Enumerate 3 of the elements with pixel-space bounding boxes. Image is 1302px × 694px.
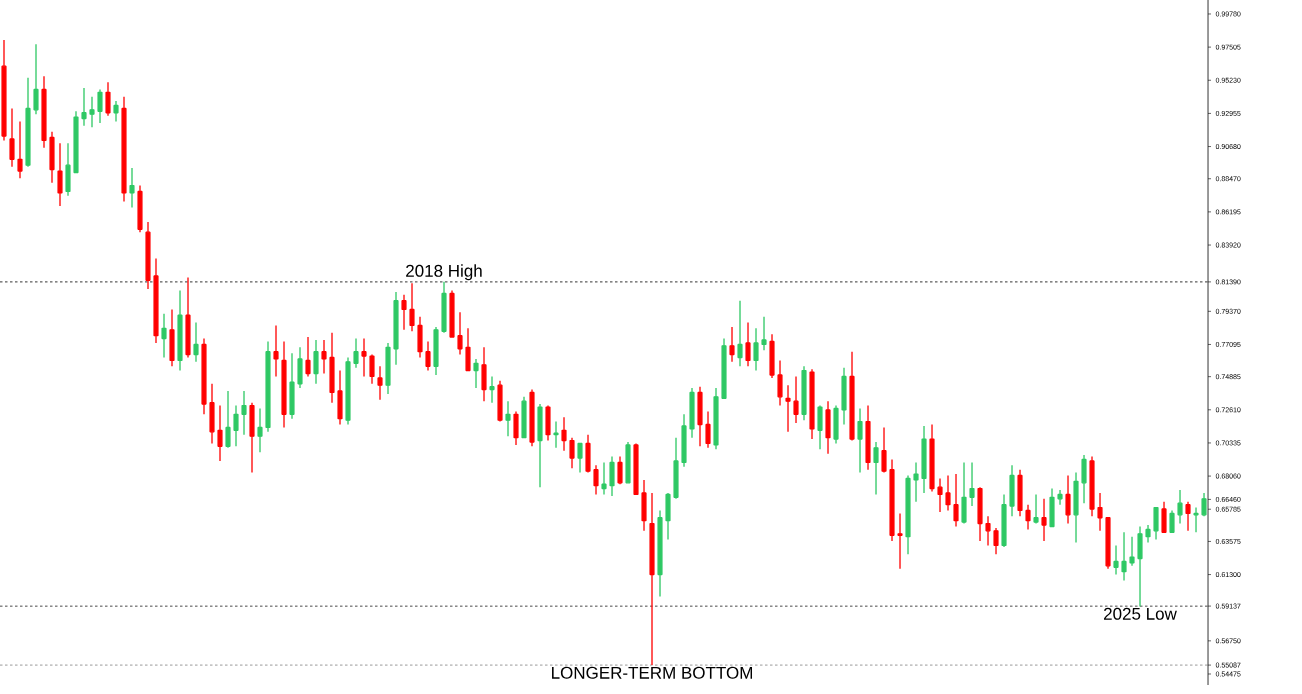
ref-line-label: 2025 Low bbox=[1104, 607, 1177, 620]
ref-line-label: LONGER-TERM BOTTOM bbox=[552, 666, 752, 679]
ref-line-label: 2018 High bbox=[406, 264, 482, 281]
